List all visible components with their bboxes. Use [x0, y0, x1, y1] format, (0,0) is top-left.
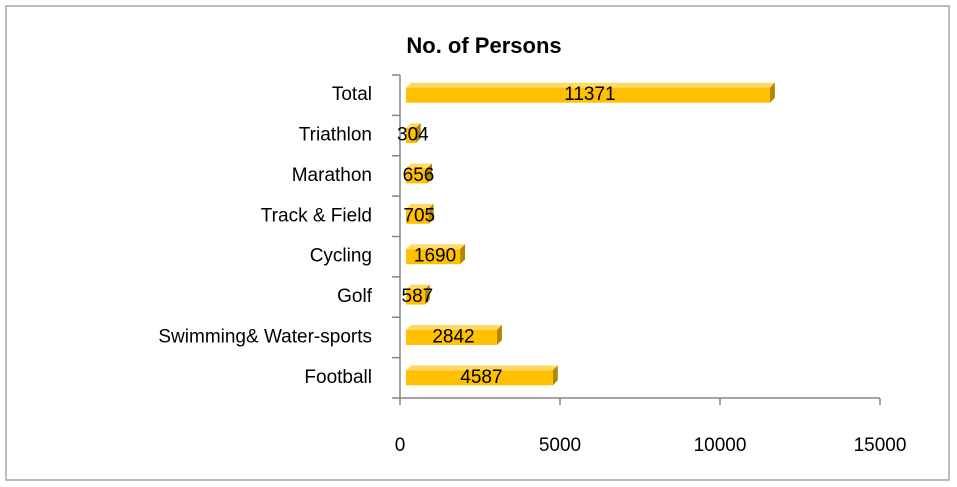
- y-tick-label: Golf: [337, 286, 373, 307]
- bar-top: [406, 203, 434, 209]
- x-tick-label: 10000: [694, 435, 747, 456]
- x-tick-label: 5000: [539, 435, 581, 456]
- bar: [406, 203, 434, 224]
- bar-top: [406, 324, 502, 330]
- bar: [406, 284, 430, 305]
- bar: [406, 123, 421, 144]
- bar-top: [406, 123, 421, 129]
- x-tick-label: 0: [395, 435, 406, 456]
- y-tick-label: Total: [332, 84, 372, 105]
- bar: [406, 365, 558, 386]
- bar-front: [406, 289, 425, 305]
- bar-side: [552, 365, 558, 386]
- bar-side: [424, 284, 430, 305]
- bar-top: [406, 163, 432, 169]
- bar: [406, 244, 466, 265]
- value-label: 2842: [432, 326, 474, 347]
- value-label: 705: [403, 205, 435, 226]
- chart-title: No. of Persons: [406, 33, 561, 58]
- bar-front: [406, 87, 770, 103]
- bar-side: [496, 324, 502, 345]
- y-tick-label: Cycling: [310, 246, 372, 267]
- value-label: 656: [403, 165, 435, 186]
- bar-front: [406, 329, 497, 345]
- chart-border: [5, 5, 950, 481]
- value-label: 1690: [414, 246, 456, 267]
- bar-front: [406, 249, 461, 265]
- bar-side: [428, 203, 434, 224]
- bar-top: [406, 284, 430, 290]
- bar-top: [406, 365, 558, 371]
- bar-top: [406, 82, 775, 88]
- bar-front: [406, 208, 429, 224]
- y-tick-label: Triathlon: [299, 125, 372, 146]
- value-label: 4587: [460, 367, 502, 388]
- y-tick-label: Swimming& Water-sports: [158, 326, 372, 347]
- bar: [406, 82, 775, 103]
- y-tick-label: Track & Field: [261, 205, 372, 226]
- bar-front: [406, 128, 416, 144]
- value-label: 304: [397, 125, 429, 146]
- x-tick-label: 15000: [854, 435, 907, 456]
- bar-top: [406, 244, 466, 250]
- value-label: 587: [402, 286, 434, 307]
- bar-front: [406, 168, 427, 184]
- bar: [406, 163, 432, 184]
- value-label: 11371: [564, 84, 615, 105]
- y-tick-label: Marathon: [292, 165, 372, 186]
- bar-side: [426, 163, 432, 184]
- bar-side: [460, 244, 466, 265]
- bar-side: [769, 82, 775, 103]
- bar: [406, 324, 502, 345]
- bar-front: [406, 370, 553, 386]
- bar-side: [415, 123, 421, 144]
- y-tick-label: Football: [304, 367, 372, 388]
